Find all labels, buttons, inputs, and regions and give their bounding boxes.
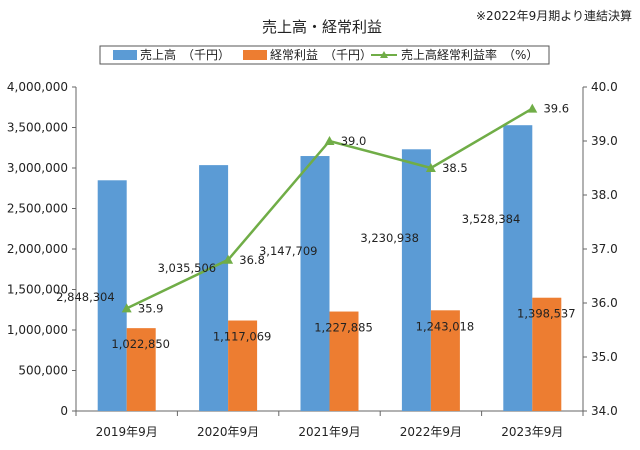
bar-sales xyxy=(401,149,431,412)
bar-sales xyxy=(199,165,229,411)
data-label-sales: 3,230,938 xyxy=(360,231,419,245)
legend-marker-margin xyxy=(380,51,388,58)
data-label-margin: 39.0 xyxy=(341,134,367,148)
marker-margin xyxy=(121,303,132,313)
legend-frame xyxy=(99,45,550,65)
y-right-tick-label: 36.0 xyxy=(591,296,618,310)
y-left-tick-label: 1,500,000 xyxy=(7,283,68,297)
y-right-tick-label: 40.0 xyxy=(591,80,618,94)
bar-ordinary-profit xyxy=(430,310,460,411)
data-label-ordinary-profit: 1,243,018 xyxy=(416,319,475,333)
bar-ordinary-profit xyxy=(126,328,156,411)
legend-label-margin: 売上高経常利益率 （%） xyxy=(401,47,538,62)
y-left-tick-label: 1,000,000 xyxy=(7,323,68,337)
y-right-tick-label: 38.0 xyxy=(591,188,618,202)
legend-label-ordinary-profit: 経常利益 （千円） xyxy=(270,48,372,62)
legend-swatch-ordinary-profit xyxy=(243,50,267,60)
marker-margin xyxy=(425,163,436,172)
legend-swatch-sales xyxy=(113,50,137,60)
bar-ordinary-profit xyxy=(228,320,258,411)
chart-title: 売上高・経常利益 xyxy=(262,18,382,36)
consolidation-note: ※2022年9月期より連結決算 xyxy=(476,8,632,23)
x-tick-label: 2023年9月 xyxy=(501,425,563,439)
x-tick-label: 2022年9月 xyxy=(400,425,462,439)
y-right-tick-label: 39.0 xyxy=(591,134,618,148)
x-tick-label: 2020年9月 xyxy=(197,425,259,439)
data-label-sales: 3,147,709 xyxy=(259,244,318,258)
y-left-tick-label: 3,500,000 xyxy=(7,121,68,135)
x-tick-label: 2021年9月 xyxy=(298,425,360,439)
legend: 売上高 （千円） 経常利益 （千円） 売上高経常利益率 （%） xyxy=(99,45,550,65)
y-left-tick-label: 3,000,000 xyxy=(7,161,68,175)
y-left-tick-label: 0 xyxy=(60,404,68,418)
data-label-ordinary-profit: 1,398,537 xyxy=(517,307,576,321)
data-label-margin: 36.8 xyxy=(239,253,265,267)
data-label-sales: 3,528,384 xyxy=(462,212,521,226)
data-label-sales: 2,848,304 xyxy=(56,290,115,304)
bar-ordinary-profit xyxy=(329,311,359,411)
data-label-margin: 39.6 xyxy=(543,102,569,116)
y-left-tick-label: 2,500,000 xyxy=(7,202,68,216)
data-label-ordinary-profit: 1,117,069 xyxy=(213,330,272,344)
bar-sales xyxy=(503,125,533,411)
marker-margin xyxy=(324,136,335,145)
data-label-ordinary-profit: 1,022,850 xyxy=(111,337,170,351)
y-left-tick-label: 4,000,000 xyxy=(7,80,68,94)
x-tick-label: 2019年9月 xyxy=(96,425,158,439)
y-right-tick-label: 37.0 xyxy=(591,242,618,256)
y-left-tick-label: 2,000,000 xyxy=(7,242,68,256)
y-right-tick-label: 35.0 xyxy=(591,350,618,364)
bar-sales xyxy=(97,180,127,411)
data-label-margin: 35.9 xyxy=(138,301,164,315)
y-right-tick-label: 34.0 xyxy=(591,404,618,418)
bar-ordinary-profit xyxy=(532,297,562,411)
marker-margin xyxy=(527,103,538,113)
bar-sales xyxy=(300,156,330,411)
legend-label-sales: 売上高 （千円） xyxy=(140,47,230,62)
data-label-sales: 3,035,506 xyxy=(158,261,217,275)
marker-margin xyxy=(223,254,234,264)
data-label-ordinary-profit: 1,227,885 xyxy=(314,321,373,335)
data-label-margin: 38.5 xyxy=(442,161,468,175)
y-left-tick-label: 500,000 xyxy=(18,364,68,378)
plot-area: 0 500,000 1,000,000 1,500,000 2,000,000 2,500… xyxy=(7,80,618,439)
